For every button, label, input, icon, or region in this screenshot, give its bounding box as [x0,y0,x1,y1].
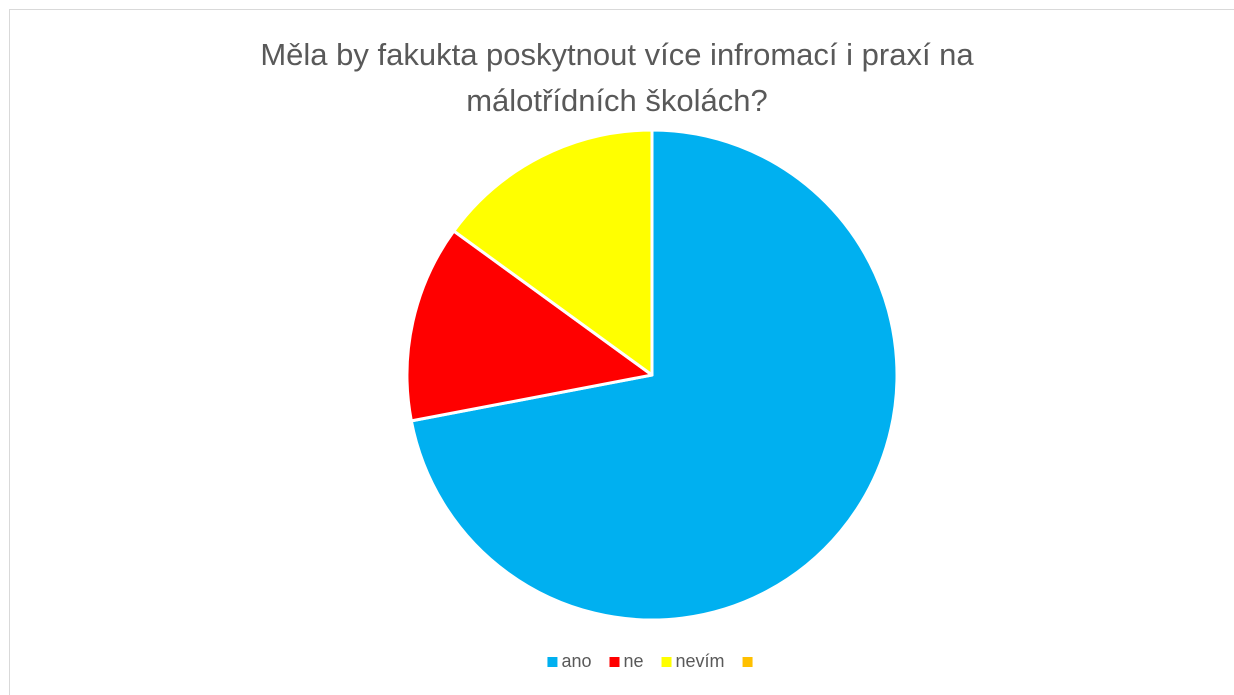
chart-frame [9,9,1234,695]
chart-title: Měla by fakukta poskytnout více infromac… [260,37,974,118]
legend-swatch [609,657,620,667]
pie-slice [409,128,899,622]
legend-swatch [547,657,558,667]
legend-swatch [742,657,753,667]
pie-slice [405,229,654,423]
pie-slice [452,128,654,377]
legend-swatch [661,657,672,667]
legend-label: nevím [676,651,725,671]
legend-label: ne [623,651,643,671]
legend-label: ano [561,651,591,671]
